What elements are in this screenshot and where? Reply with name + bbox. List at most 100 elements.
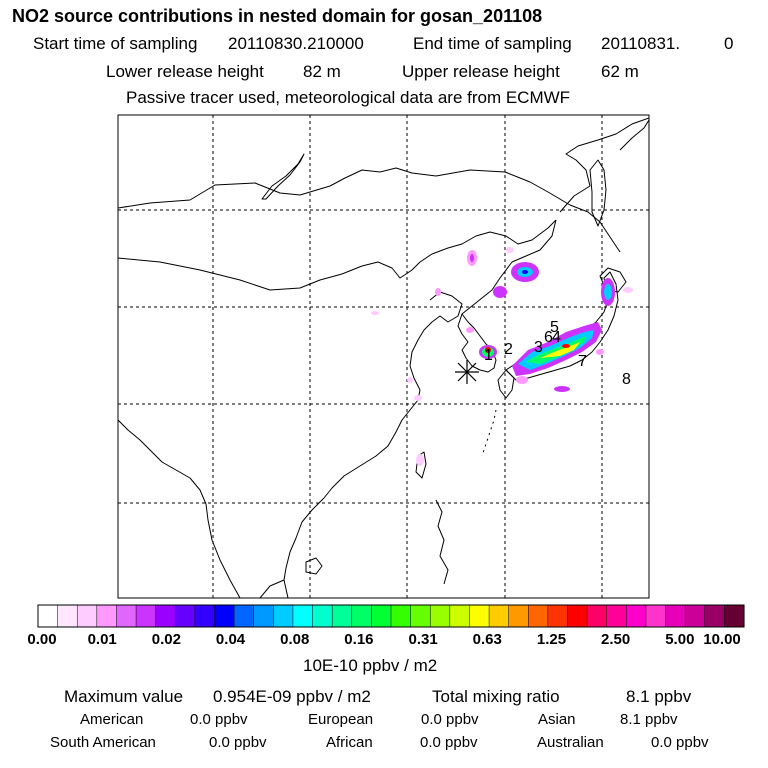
color-swatch <box>626 604 647 628</box>
color-scale-tick-label: 0.02 <box>151 631 181 648</box>
south-china-coast <box>283 497 325 598</box>
color-scale-tick-label: 0.63 <box>472 631 502 648</box>
region-value-south-american: 0.0 ppbv <box>209 734 267 751</box>
color-swatch <box>508 604 529 628</box>
color-bar-frame <box>37 604 745 628</box>
upper-height-value: 62 m <box>601 62 639 81</box>
site-label-4: 4 <box>552 329 561 346</box>
color-scale-tick-label: 0.00 <box>27 631 57 648</box>
region-value-american: 0.0 ppbv <box>190 711 248 728</box>
korea-peninsula <box>457 313 497 373</box>
site-label-6: 6 <box>544 329 553 346</box>
region-name-australian: Australian <box>537 734 604 751</box>
region-name-african: African <box>326 734 373 751</box>
region-name-south-american: South American <box>50 734 156 751</box>
color-swatch <box>704 604 725 628</box>
color-swatch <box>429 604 451 628</box>
color-swatch <box>135 604 157 628</box>
color-swatch <box>606 604 627 628</box>
color-swatch <box>684 604 706 628</box>
color-scale-tick-label: 5.00 <box>665 631 695 648</box>
lake-baikal <box>261 153 305 200</box>
sakhalin <box>589 159 607 227</box>
end-time-label: End time of sampling <box>413 34 572 53</box>
kyushu <box>497 369 515 399</box>
color-scale-tick-label: 1.25 <box>536 631 567 648</box>
color-swatch <box>488 604 510 628</box>
color-swatch <box>233 604 255 628</box>
color-swatch <box>155 604 176 628</box>
color-swatch <box>469 604 490 628</box>
indochina-coast <box>259 579 285 598</box>
region-name-european: European <box>308 711 374 728</box>
color-swatch <box>331 604 353 628</box>
taiwan <box>415 451 427 479</box>
region-name-american: American <box>80 711 144 728</box>
color-swatch <box>528 604 549 628</box>
start-time-label: Start time of sampling <box>33 34 198 53</box>
color-swatch <box>665 604 686 628</box>
color-swatch <box>371 604 392 628</box>
color-swatch <box>96 604 117 628</box>
site-label-7: 7 <box>578 353 587 370</box>
color-scale-tick-label: 0.04 <box>215 631 246 648</box>
total-mixing-label: Total mixing ratio <box>432 687 560 706</box>
color-swatch <box>57 604 78 628</box>
region-value-european: 0.0 ppbv <box>421 711 479 728</box>
site-label-5: 5 <box>550 319 559 336</box>
page-title: NO2 source contributions in nested domai… <box>12 6 543 26</box>
site-label-1: 1 <box>484 347 493 364</box>
color-swatch <box>194 604 216 628</box>
color-swatch <box>312 604 333 628</box>
color-swatch <box>567 604 588 628</box>
max-value-label: Maximum value <box>64 687 184 706</box>
hainan <box>305 557 323 575</box>
region-value-african: 0.0 ppbv <box>420 734 478 751</box>
color-swatch <box>253 604 274 628</box>
lower-height-label: Lower release height <box>106 62 264 81</box>
site-label-8: 8 <box>622 371 631 388</box>
color-scale-tick-label: 0.01 <box>87 631 117 648</box>
color-scale-tick-label: 0.16 <box>344 631 374 648</box>
color-swatch <box>645 604 667 628</box>
russia-border <box>118 167 621 253</box>
color-swatch <box>547 604 569 628</box>
legend-unit: 10E-10 ppbv / m2 <box>303 656 438 675</box>
end-time-value: 20110831. <box>601 34 681 53</box>
start-time-value: 20110830.210000 <box>228 34 364 53</box>
site-label-3: 3 <box>534 339 543 356</box>
west-border <box>118 419 241 598</box>
kamchatka <box>619 119 649 151</box>
color-swatch <box>390 604 412 628</box>
region-value-asian: 8.1 ppbv <box>620 711 678 728</box>
asterisk-icon <box>455 360 479 384</box>
color-swatch <box>273 604 294 628</box>
philippines <box>435 499 449 585</box>
color-swatch <box>214 604 235 628</box>
color-scale-tick-label: 0.31 <box>408 631 438 648</box>
region-value-australian: 0.0 ppbv <box>651 734 709 751</box>
color-scale-tick-label: 2.50 <box>601 631 631 648</box>
lower-height-value: 82 m <box>303 62 341 81</box>
color-scale-tick-label: 10.00 <box>703 631 741 648</box>
ryukyu <box>481 409 497 457</box>
tracer-note: Passive tracer used, meteorological data… <box>126 88 571 107</box>
color-swatch <box>116 604 137 628</box>
okhotsk-coast <box>559 117 649 213</box>
color-swatch <box>351 604 372 628</box>
color-swatch <box>37 604 59 628</box>
max-value: 0.954E-09 ppbv / m2 <box>213 687 371 706</box>
graticule <box>118 115 649 598</box>
region-name-asian: Asian <box>538 711 576 728</box>
china-ne-border <box>461 219 557 315</box>
color-swatch <box>449 604 470 628</box>
color-scale-bar <box>37 604 745 628</box>
color-swatch <box>410 604 431 628</box>
color-swatch <box>724 604 745 628</box>
site-label-2: 2 <box>504 341 513 358</box>
color-swatch <box>586 604 608 628</box>
mongolia-border <box>118 219 557 291</box>
color-swatch <box>175 604 196 628</box>
end-time-hour: 0 <box>724 34 734 53</box>
